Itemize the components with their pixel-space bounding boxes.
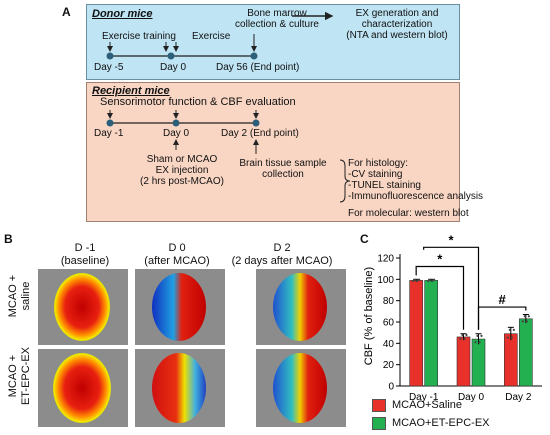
scan-saline-d-minus1 (38, 269, 128, 345)
legend-swatch-saline (372, 399, 386, 412)
scan-treated-d2 (256, 349, 346, 427)
bar (519, 318, 533, 387)
donor-day-minus5: Day -5 (94, 62, 124, 73)
data-point (416, 279, 419, 283)
data-point (525, 320, 528, 323)
data-point (506, 336, 509, 339)
donor-day-56: Day 56 (End point) (216, 62, 300, 73)
significance-mark: * (437, 252, 443, 267)
y-tick-label: 20 (383, 360, 395, 371)
histology-list: For histology: -CV staining -TUNEL stain… (348, 158, 484, 202)
scan-saline-d2 (256, 269, 346, 345)
panel-label-a: A (62, 5, 71, 19)
data-point (480, 334, 483, 337)
exercise-training-label: Exercise training (102, 31, 176, 42)
histology-item: -Immunofluorescence analysis (348, 191, 484, 202)
sensorimotor-label: Sensorimotor function & CBF evaluation (100, 96, 296, 108)
recipient-day-minus1: Day -1 (94, 128, 124, 139)
data-point (527, 315, 530, 318)
chart-axes: 0 20 40 60 80 100 120 Day -1 Day 0 Day 2 (377, 254, 542, 403)
data-point (418, 278, 421, 281)
cbf-image-grid (38, 269, 346, 427)
scan-treated-d-minus1 (38, 349, 128, 427)
data-point (521, 320, 524, 323)
data-point (512, 328, 515, 331)
significance-bracket (477, 306, 527, 330)
legend-label-saline: MCAO+Saline (392, 399, 463, 411)
bone-marrow-label: Bone marrow collection & culture (235, 8, 319, 30)
row-label-et-epc-ex: MCAO + ET-EPC-EX (7, 346, 32, 406)
column-header-d-minus1: D -1 (baseline) (60, 242, 110, 267)
chart-annotations: * * # (415, 232, 527, 330)
data-point (429, 278, 432, 281)
panel-label-b: B (4, 232, 13, 246)
data-point (433, 278, 436, 281)
bar (424, 280, 438, 387)
column-header-d0: D 0 (after MCAO) (144, 242, 210, 267)
data-point (465, 333, 468, 337)
recipient-day-2: Day 2 (End point) (221, 128, 299, 139)
significance-mark: # (499, 292, 507, 307)
data-point (523, 315, 526, 318)
histology-item: -TUNEL staining (348, 180, 421, 191)
y-tick-label: 60 (383, 318, 395, 329)
bar (409, 280, 423, 387)
bar (456, 336, 471, 387)
x-tick-label: Day 2 (505, 392, 532, 403)
brain-tissue-label: Brain tissue sample collection (239, 158, 327, 180)
scan-saline-d0 (135, 269, 225, 345)
panel-label-c: C (360, 232, 369, 246)
recipient-title: Recipient mice (92, 85, 170, 97)
row-label-saline: MCAO + saline (7, 274, 32, 318)
column-header-d2: D 2 (2 days after MCAO) (231, 242, 333, 267)
legend-label-treated: MCAO+ET-EPC-EX (392, 417, 490, 429)
data-point (461, 333, 464, 337)
molecular-label: For molecular: western blot (348, 208, 469, 219)
exercise-label: Exercise (192, 31, 231, 42)
chart-bars (409, 278, 533, 387)
histology-item: -CV staining (348, 169, 403, 180)
data-point (510, 336, 513, 339)
scan-treated-d0 (135, 349, 225, 427)
x-tick-label: Day 0 (458, 392, 485, 403)
significance-mark: * (449, 232, 455, 247)
y-axis-label: CBF (% of baseline) (363, 267, 375, 365)
data-point (478, 341, 481, 344)
data-point (476, 334, 479, 337)
data-point (508, 328, 511, 331)
x-tick-label: Day -1 (409, 392, 439, 403)
recipient-timeline (106, 110, 351, 203)
y-tick-label: 40 (383, 339, 395, 350)
data-point (459, 337, 462, 340)
significance-bracket (423, 246, 480, 330)
donor-day-0: Day 0 (160, 62, 187, 73)
data-point (431, 279, 434, 283)
y-tick-label: 100 (377, 275, 394, 286)
significance-bracket (415, 265, 465, 330)
data-point (474, 341, 477, 344)
cbf-bar-chart: CBF (% of baseline) 0 20 40 60 80 100 120 Day -… (363, 232, 542, 403)
legend-swatch-treated (372, 417, 386, 430)
y-tick-label: 0 (388, 382, 394, 393)
donor-timeline (106, 11, 334, 60)
data-point (427, 279, 430, 283)
ex-generation-label: EX generation and characterization (NTA an… (346, 8, 448, 41)
data-point (463, 337, 466, 340)
data-point (412, 279, 415, 283)
recipient-day-0: Day 0 (163, 128, 190, 139)
donor-mice-box (86, 4, 460, 80)
y-tick-label: 80 (383, 296, 395, 307)
donor-title: Donor mice (92, 8, 153, 20)
bar (471, 338, 486, 387)
y-tick-label: 120 (377, 254, 394, 265)
bar (504, 333, 518, 387)
data-point (414, 278, 417, 281)
recipient-mice-box (86, 82, 460, 222)
sham-mcao-label: Sham or MCAO EX injection (2 hrs post-MCAO… (140, 154, 224, 187)
